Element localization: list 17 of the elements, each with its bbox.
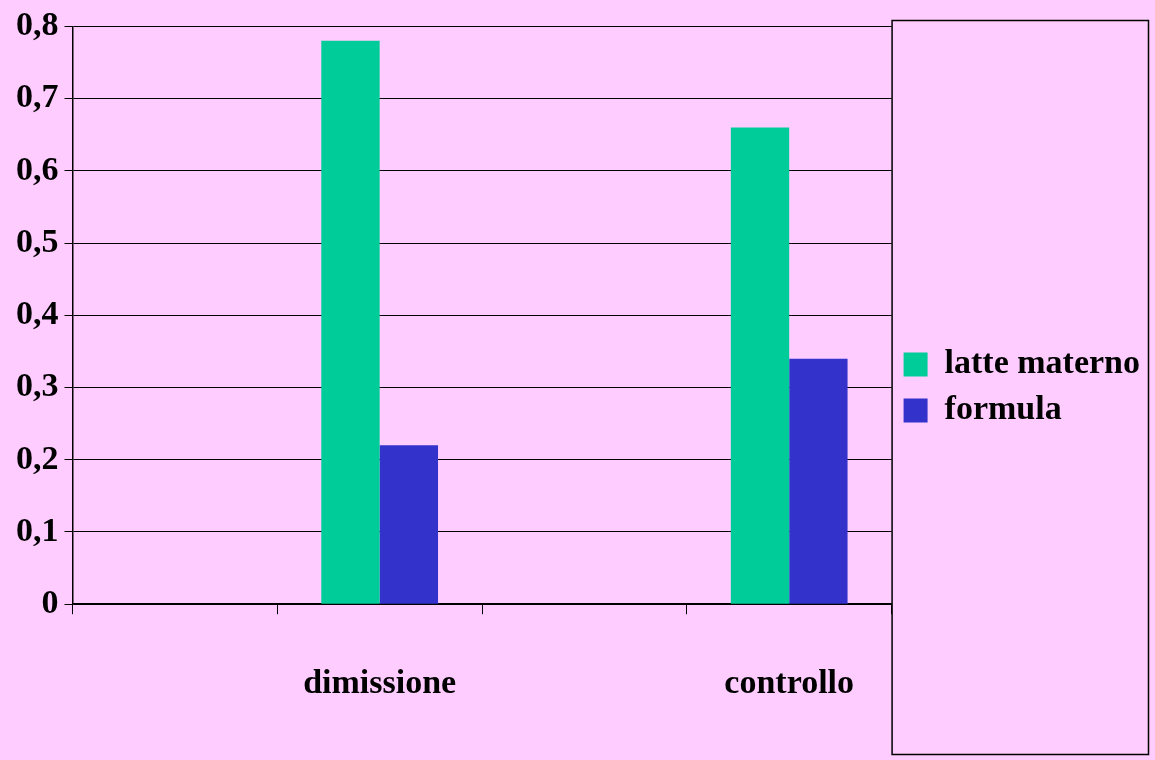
- y-tick-label: 0,4: [16, 294, 59, 332]
- legend-label: formula: [944, 389, 1062, 427]
- bar: [730, 127, 790, 604]
- x-tick-label: controllo: [724, 663, 855, 701]
- y-tick-label: 0: [41, 582, 59, 620]
- y-tick-label: 0,6: [16, 149, 59, 187]
- bar: [789, 358, 848, 604]
- legend-label: latte materno: [944, 343, 1140, 381]
- y-tick-label: 0,7: [16, 77, 59, 115]
- y-tick-label: 0,5: [16, 221, 59, 259]
- x-tick-label: dimissione: [303, 663, 457, 701]
- y-tick-label: 0,3: [16, 366, 59, 404]
- bar: [321, 40, 380, 604]
- y-tick-label: 0,2: [16, 438, 59, 476]
- y-tick-label: 0,8: [16, 5, 59, 43]
- bar: [379, 445, 439, 604]
- y-tick-label: 0,1: [16, 510, 59, 548]
